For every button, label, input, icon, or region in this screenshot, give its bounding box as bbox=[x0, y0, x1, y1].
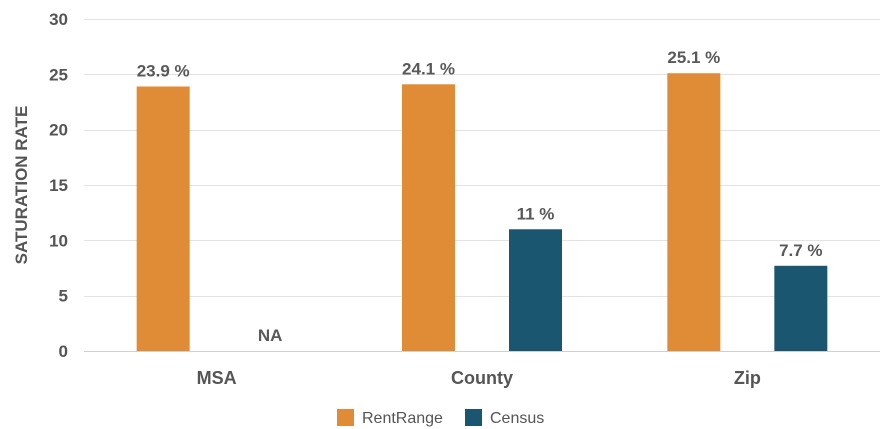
y-axis-label: SATURATION RATE bbox=[12, 106, 31, 265]
y-tick-label: 20 bbox=[49, 121, 68, 140]
legend: RentRange Census bbox=[337, 409, 544, 427]
y-tick-label: 10 bbox=[49, 231, 68, 250]
x-tick-label: County bbox=[451, 368, 513, 388]
data-label: NA bbox=[258, 326, 283, 345]
data-label: 24.1 % bbox=[402, 59, 455, 78]
data-label: 11 % bbox=[517, 204, 555, 223]
data-label: 23.9 % bbox=[137, 62, 190, 81]
gridlines bbox=[84, 19, 880, 297]
y-axis-ticks: 0 5 10 15 20 25 30 bbox=[49, 10, 68, 361]
x-tick-label: Zip bbox=[734, 368, 761, 388]
bar-census bbox=[509, 229, 562, 351]
x-tick-label: MSA bbox=[197, 368, 237, 388]
y-tick-label: 15 bbox=[49, 176, 68, 195]
bar-rentrange bbox=[136, 86, 190, 352]
legend-label-rentrange: RentRange bbox=[362, 410, 443, 427]
bar-rentrange bbox=[667, 73, 721, 351]
data-labels: 23.9 % NA 24.1 % 11 % 25.1 % 7.7 % bbox=[137, 48, 823, 345]
y-tick-label: 5 bbox=[59, 287, 68, 306]
y-tick-label: 0 bbox=[59, 342, 68, 361]
data-label: 7.7 % bbox=[779, 241, 822, 260]
bars bbox=[136, 73, 828, 352]
legend-swatch-census bbox=[465, 409, 482, 426]
x-axis-categories: MSA County Zip bbox=[197, 368, 761, 388]
legend-label-census: Census bbox=[490, 410, 544, 427]
data-label: 25.1 % bbox=[667, 48, 720, 67]
bar-census bbox=[774, 265, 828, 351]
y-tick-label: 30 bbox=[49, 10, 68, 29]
bar-rentrange bbox=[402, 84, 455, 351]
legend-swatch-rentrange bbox=[337, 409, 354, 426]
y-tick-label: 25 bbox=[49, 65, 68, 84]
